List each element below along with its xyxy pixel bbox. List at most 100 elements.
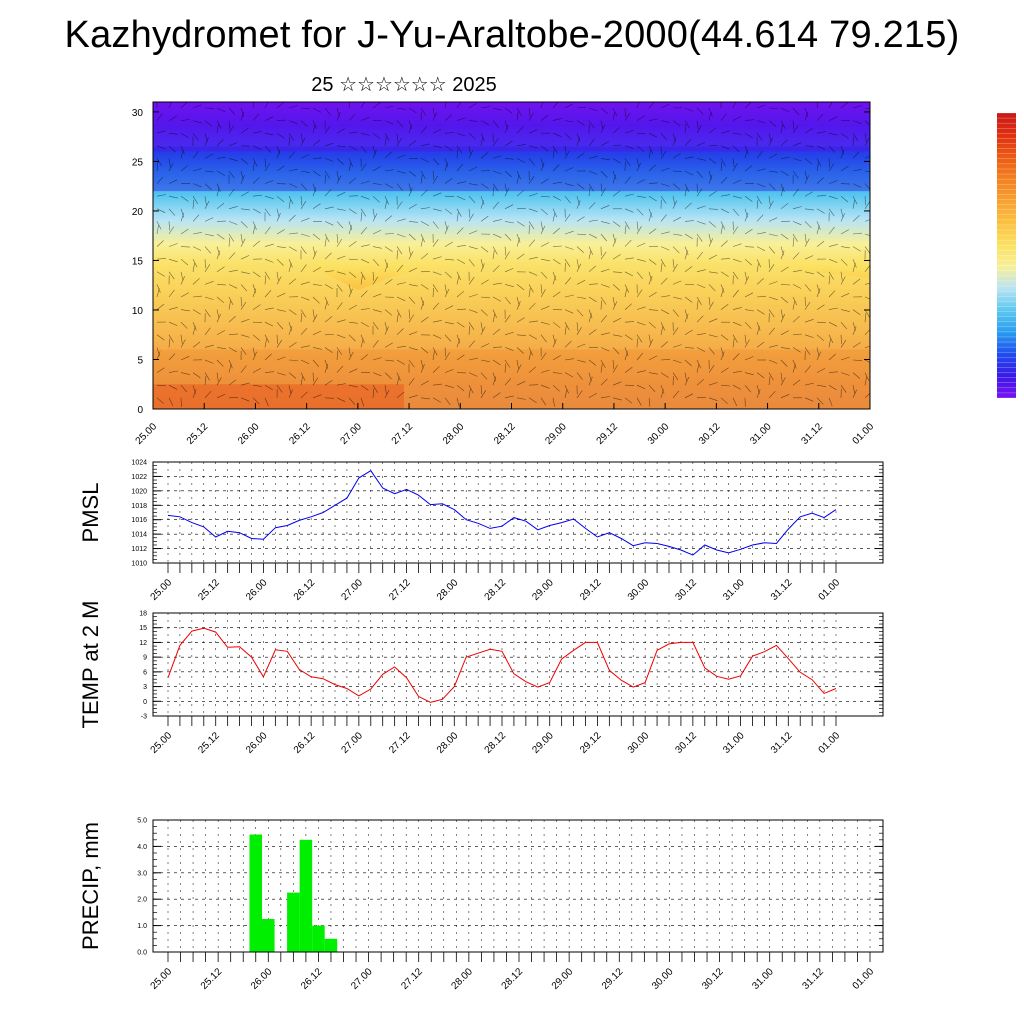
wind-barb xyxy=(732,271,739,280)
wind-barb xyxy=(480,246,489,253)
x-tick-label: 27.00 xyxy=(339,421,365,447)
wind-barb xyxy=(348,284,352,294)
x-tick-label: 28.00 xyxy=(441,421,467,447)
wind-barb xyxy=(336,397,346,402)
wind-barb xyxy=(732,208,740,216)
wind-barb xyxy=(264,145,272,153)
x-tick-label: 28.12 xyxy=(492,421,518,447)
wind-barb xyxy=(600,268,610,273)
wind-barb xyxy=(420,380,429,386)
wind-barb xyxy=(780,233,789,240)
wind-barb xyxy=(336,334,346,339)
wind-barb xyxy=(708,127,717,134)
wind-barb xyxy=(720,258,731,260)
wind-barb xyxy=(444,258,455,261)
wind-barb xyxy=(648,372,658,375)
wind-barb xyxy=(156,271,165,277)
wind-barb xyxy=(420,271,431,273)
wind-barb xyxy=(348,221,353,230)
wind-barb xyxy=(504,347,514,351)
wind-barb xyxy=(852,259,857,268)
wind-barb xyxy=(624,303,632,310)
wind-barb xyxy=(372,385,379,393)
wind-barb xyxy=(384,385,387,395)
wind-barb xyxy=(420,107,427,116)
wind-barb xyxy=(828,180,838,184)
y-tick-label: 5 xyxy=(137,355,143,366)
wind-barb xyxy=(564,246,574,250)
wind-barb xyxy=(180,149,184,159)
wind-barb xyxy=(276,229,285,235)
wind-barb xyxy=(216,233,225,240)
wind-barb xyxy=(264,208,271,217)
wind-barb xyxy=(192,104,202,109)
wind-barb xyxy=(168,289,175,298)
wind-barb xyxy=(444,334,452,342)
x-tick-label: 30.00 xyxy=(626,730,652,756)
wind-barb xyxy=(372,309,382,313)
wind-barb xyxy=(768,183,776,191)
wind-barb xyxy=(672,376,674,386)
wind-barb xyxy=(300,246,307,254)
wind-barb xyxy=(852,246,861,252)
wind-barb xyxy=(264,132,274,136)
wind-barb xyxy=(624,193,634,197)
wind-barb xyxy=(408,124,412,134)
wind-barb xyxy=(864,392,870,399)
wind-barb xyxy=(252,288,257,298)
wind-barb xyxy=(492,155,502,159)
wind-barb xyxy=(636,271,643,279)
wind-barb xyxy=(216,107,226,113)
wind-barb xyxy=(636,370,646,373)
x-tick-label: 31.00 xyxy=(750,966,776,992)
wind-barb xyxy=(456,212,459,222)
wind-barb xyxy=(240,233,243,243)
wind-barb xyxy=(804,365,811,373)
wind-barb xyxy=(708,254,718,260)
wind-barb xyxy=(696,233,703,242)
wind-barb xyxy=(396,154,406,159)
wind-barb xyxy=(648,182,659,184)
wind-barb xyxy=(660,262,663,272)
wind-barb xyxy=(612,126,620,134)
wind-barb xyxy=(168,195,178,199)
y-tick-label: 1.0 xyxy=(137,923,147,930)
wind-barb xyxy=(636,179,646,184)
wind-barb xyxy=(852,385,856,395)
wind-barb xyxy=(780,203,789,210)
wind-barb xyxy=(804,107,809,117)
wind-barb xyxy=(396,328,404,336)
wind-barb xyxy=(852,278,861,285)
wind-barb xyxy=(828,371,839,373)
wind-barb xyxy=(204,200,210,209)
wind-barb xyxy=(324,296,329,306)
wind-barb xyxy=(324,364,329,373)
wind-barb xyxy=(360,308,370,310)
wind-barb xyxy=(672,120,681,127)
wind-barb xyxy=(432,107,435,117)
wind-barb xyxy=(228,347,237,353)
wind-barb xyxy=(276,372,286,376)
wind-barb xyxy=(300,327,308,336)
wind-barb xyxy=(636,352,644,361)
wind-barb xyxy=(528,239,536,247)
wind-barb xyxy=(840,276,846,285)
wind-barb xyxy=(408,314,415,323)
wind-barb xyxy=(420,253,429,260)
wind-barb xyxy=(312,124,316,134)
x-tick-label: 29.12 xyxy=(578,730,604,756)
wind-barb xyxy=(612,284,620,291)
wind-barb xyxy=(372,322,379,330)
wind-barb xyxy=(612,190,621,197)
wind-barb xyxy=(636,242,646,247)
wind-barb xyxy=(252,158,258,167)
wind-barb xyxy=(852,136,855,146)
wind-barb xyxy=(756,183,766,188)
wind-barb xyxy=(588,183,594,192)
wind-barb xyxy=(432,284,439,293)
wind-barb xyxy=(732,338,735,348)
wind-barb xyxy=(864,309,870,318)
wind-barb xyxy=(372,340,379,348)
wind-barb xyxy=(600,158,610,161)
